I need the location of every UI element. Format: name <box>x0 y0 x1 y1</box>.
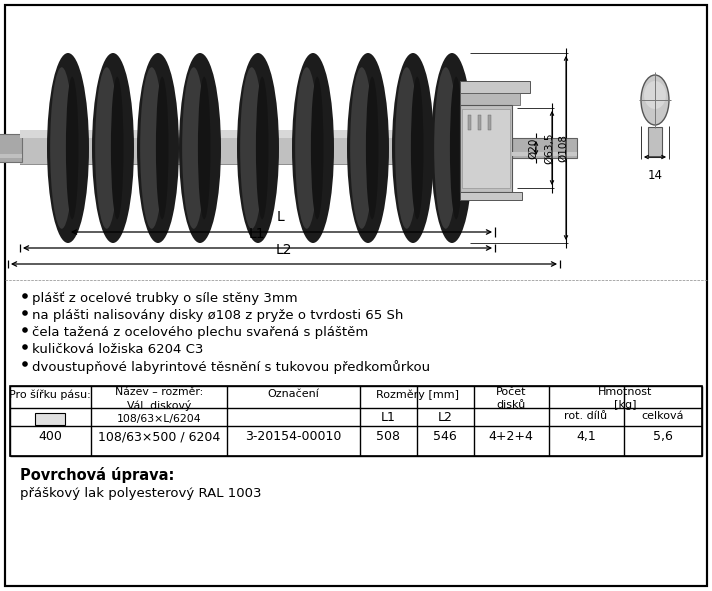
Circle shape <box>22 310 28 316</box>
Text: 14: 14 <box>647 169 662 182</box>
Bar <box>460 105 512 192</box>
Ellipse shape <box>137 53 179 243</box>
Ellipse shape <box>111 77 123 219</box>
Text: Pro šířku pásu:: Pro šířku pásu: <box>9 389 91 400</box>
Ellipse shape <box>392 53 434 243</box>
Ellipse shape <box>434 67 457 229</box>
Text: rot. dílů: rot. dílů <box>565 411 607 421</box>
Text: L2: L2 <box>276 243 292 257</box>
Text: 508: 508 <box>376 430 400 443</box>
Text: celková: celková <box>642 411 684 421</box>
Text: Povrchová úprava:: Povrchová úprava: <box>20 467 174 483</box>
Text: Rozměry [mm]: Rozměry [mm] <box>375 389 459 400</box>
Circle shape <box>22 293 28 299</box>
Text: 5,6: 5,6 <box>653 430 673 443</box>
Ellipse shape <box>182 67 205 229</box>
Ellipse shape <box>240 67 263 229</box>
Ellipse shape <box>92 53 134 243</box>
Ellipse shape <box>198 77 211 219</box>
Circle shape <box>22 344 28 350</box>
Ellipse shape <box>431 53 473 243</box>
Bar <box>512 138 577 158</box>
Bar <box>0 134 22 162</box>
Bar <box>648 127 662 157</box>
Text: 108/63×500 / 6204: 108/63×500 / 6204 <box>98 430 220 443</box>
Text: plášť z ocelové trubky o síle stěny 3mm: plášť z ocelové trubky o síle stěny 3mm <box>32 292 298 305</box>
Circle shape <box>22 327 28 333</box>
Ellipse shape <box>295 67 318 229</box>
Text: čela tažená z ocelového plechu svařená s pláštěm: čela tažená z ocelového plechu svařená s… <box>32 326 368 339</box>
Bar <box>460 192 522 200</box>
Text: 546: 546 <box>433 430 457 443</box>
Text: Ø20: Ø20 <box>528 137 538 159</box>
Ellipse shape <box>644 81 666 109</box>
Text: Název – rozměr:
Vál. diskový
108/63×L/6204: Název – rozměr: Vál. diskový 108/63×L/62… <box>115 387 203 424</box>
Text: L: L <box>277 210 285 224</box>
Circle shape <box>22 361 28 367</box>
Bar <box>20 130 495 138</box>
Bar <box>488 115 491 130</box>
Text: Ø63,5: Ø63,5 <box>544 132 554 164</box>
Bar <box>478 115 481 130</box>
Text: 4+2+4: 4+2+4 <box>488 430 533 443</box>
Ellipse shape <box>366 77 379 219</box>
Ellipse shape <box>140 67 163 229</box>
Text: L2: L2 <box>438 411 452 424</box>
Ellipse shape <box>50 67 73 229</box>
Text: 400: 400 <box>38 430 62 443</box>
Text: dvoustupňové labyrintové těsnění s tukovou předkomůrkou: dvoustupňové labyrintové těsnění s tukov… <box>32 360 430 374</box>
Bar <box>468 115 471 130</box>
Text: na plášti nalisovány disky ø108 z pryže o tvrdosti 65 Sh: na plášti nalisovány disky ø108 z pryže … <box>32 309 404 322</box>
Bar <box>35 413 65 425</box>
Ellipse shape <box>47 53 89 243</box>
Text: kuličková ložiska 6204 C3: kuličková ložiska 6204 C3 <box>32 343 204 356</box>
Ellipse shape <box>256 77 268 219</box>
Bar <box>462 109 510 188</box>
Text: Ø108: Ø108 <box>558 134 568 162</box>
Bar <box>20 131 495 165</box>
Text: L1: L1 <box>248 227 266 241</box>
Text: Počet
disků: Počet disků <box>496 387 526 410</box>
Bar <box>460 93 520 105</box>
Ellipse shape <box>156 77 169 219</box>
Text: Hmotnost
[kg]: Hmotnost [kg] <box>598 387 652 410</box>
Text: přáškový lak polyesterový RAL 1003: přáškový lak polyesterový RAL 1003 <box>20 487 261 500</box>
Ellipse shape <box>395 67 418 229</box>
Ellipse shape <box>237 53 279 243</box>
Ellipse shape <box>66 77 78 219</box>
Text: 4,1: 4,1 <box>576 430 596 443</box>
Text: 3-20154-00010: 3-20154-00010 <box>245 430 341 443</box>
Ellipse shape <box>450 77 463 219</box>
FancyBboxPatch shape <box>5 5 707 586</box>
Ellipse shape <box>347 53 389 243</box>
Bar <box>512 152 577 156</box>
Text: L1: L1 <box>380 411 395 424</box>
Bar <box>20 132 495 164</box>
Ellipse shape <box>641 75 669 125</box>
Text: Označení: Označení <box>267 389 319 399</box>
Ellipse shape <box>311 77 323 219</box>
Ellipse shape <box>292 53 334 243</box>
Ellipse shape <box>350 67 373 229</box>
Bar <box>0 154 22 158</box>
Ellipse shape <box>179 53 221 243</box>
Bar <box>10 386 702 456</box>
Ellipse shape <box>95 67 118 229</box>
Ellipse shape <box>411 77 424 219</box>
Bar <box>460 81 530 93</box>
